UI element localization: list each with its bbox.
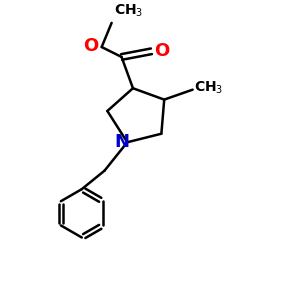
Text: O: O	[154, 42, 170, 60]
Text: CH$_3$: CH$_3$	[115, 2, 144, 19]
Text: CH$_3$: CH$_3$	[194, 80, 224, 96]
Text: O: O	[84, 37, 99, 55]
Text: N: N	[115, 133, 130, 151]
